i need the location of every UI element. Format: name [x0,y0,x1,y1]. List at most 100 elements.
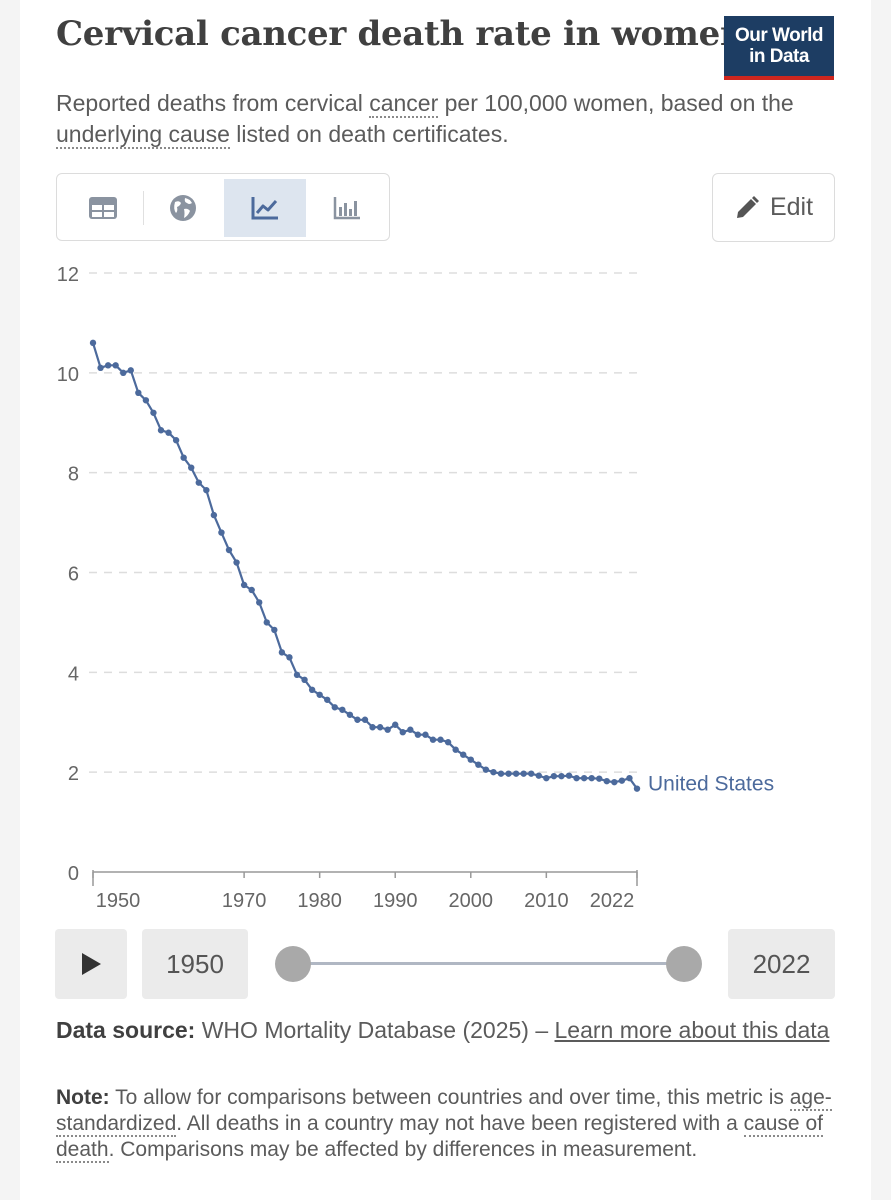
chart-note: Note: To allow for comparisons between c… [56,1085,846,1163]
data-point [528,770,535,777]
data-point [135,389,142,396]
cancer-definition-link[interactable]: cancer [369,90,439,118]
data-point [89,339,97,347]
data-point [467,756,474,763]
x-tick-label: 1950 [96,890,141,912]
data-point [142,397,150,404]
note-text-1: To allow for comparisons between countri… [109,1086,790,1109]
data-point [558,772,565,780]
logo-line-1: Our World [734,25,824,46]
bar-chart-icon [333,197,360,220]
table-icon [89,197,117,219]
note-label: Note: [56,1086,110,1109]
data-point [384,726,391,733]
data-point [399,729,406,736]
edit-button[interactable]: Edit [712,173,835,242]
series-label: United States [648,773,774,796]
data-point [376,724,384,731]
learn-more-link[interactable]: Learn more about this data [554,1017,830,1043]
data-point [505,770,512,777]
data-point [588,774,595,782]
data-point [618,777,626,784]
data-point [543,774,550,782]
data-point [308,686,316,694]
data-point [392,721,399,728]
data-point [203,486,210,494]
data-point [165,429,172,436]
chart-card: Cervical cancer death rate in women Our … [20,0,871,1200]
data-point [225,546,233,554]
x-tick-label: 2022 [590,890,635,912]
data-point [437,736,444,743]
subtitle-text-1: Reported deaths from cervical [56,90,370,116]
play-button[interactable] [55,929,127,999]
tab-table[interactable] [62,179,144,237]
tab-map[interactable] [142,179,224,237]
end-year-label: 2022 [752,948,811,979]
timeline-start-handle[interactable] [275,946,311,982]
data-point [369,724,376,731]
data-point [611,778,618,786]
tab-chart[interactable] [224,179,306,237]
cause-of-death-link[interactable]: cause of death [56,1112,823,1163]
data-point [603,777,610,785]
y-tick-label: 8 [68,464,79,486]
note-text-3: . Comparisons may be affected by differe… [108,1138,698,1161]
data-point [460,751,467,758]
chart-title: Cervical cancer death rate in women [56,14,745,54]
data-point [256,599,263,606]
data-point [482,766,490,773]
y-tick-label: 0 [68,863,79,885]
data-point [331,704,338,711]
data-point [263,619,270,626]
data-point [97,364,104,372]
logo-line-2: in Data [749,46,809,67]
note-text-2: . All deaths in a country may not have b… [176,1112,744,1135]
data-point [127,367,134,374]
data-point [512,770,520,777]
tab-bar[interactable] [306,179,388,237]
play-icon [82,953,101,975]
data-point [346,711,354,718]
data-point [150,409,157,416]
data-point [633,785,641,792]
data-point [407,726,414,733]
globe-icon [170,195,196,221]
x-tick-label: 1990 [373,890,418,912]
data-point [339,706,346,713]
data-point [361,716,369,723]
timeline-track[interactable] [294,962,684,965]
x-tick-label: 2010 [524,890,569,912]
y-axis-ticks: 0 2 4 6 8 10 12 [57,264,79,885]
data-point [188,464,195,471]
subtitle-text-2: per 100,000 women, based on the [438,90,794,116]
timeline-end-handle[interactable] [666,946,702,982]
age-standardized-link[interactable]: age-standardized [56,1086,832,1137]
line-chart: 0 2 4 6 8 10 12 1950 1970 1980 1990 2000 2010 2022 U… [57,264,774,912]
data-point [172,437,180,444]
source-label: Data source: [56,1017,196,1043]
y-tick-label: 2 [68,763,79,785]
data-point [573,774,580,782]
data-point [490,768,497,776]
data-point [301,676,308,684]
underlying-cause-definition-link[interactable]: underlying cause [56,121,230,149]
view-tabs [56,173,390,241]
data-point [452,746,459,753]
data-point [596,775,603,782]
y-tick-label: 4 [68,663,79,685]
data-point [112,362,119,369]
data-source: Data source: WHO Mortality Database (202… [56,1016,846,1045]
data-point [414,731,422,738]
chart-series: United States [89,339,774,796]
data-point [120,369,127,377]
end-year-box[interactable]: 2022 [728,929,835,999]
data-point [422,731,429,738]
x-axis: 1950 1970 1980 1990 2000 2010 2022 [92,870,638,912]
data-point [240,581,248,589]
chart-grid [89,272,637,773]
owid-logo[interactable]: Our World in Data [724,16,834,80]
data-point [626,774,633,782]
start-year-box[interactable]: 1950 [142,929,248,999]
data-point [278,649,286,656]
